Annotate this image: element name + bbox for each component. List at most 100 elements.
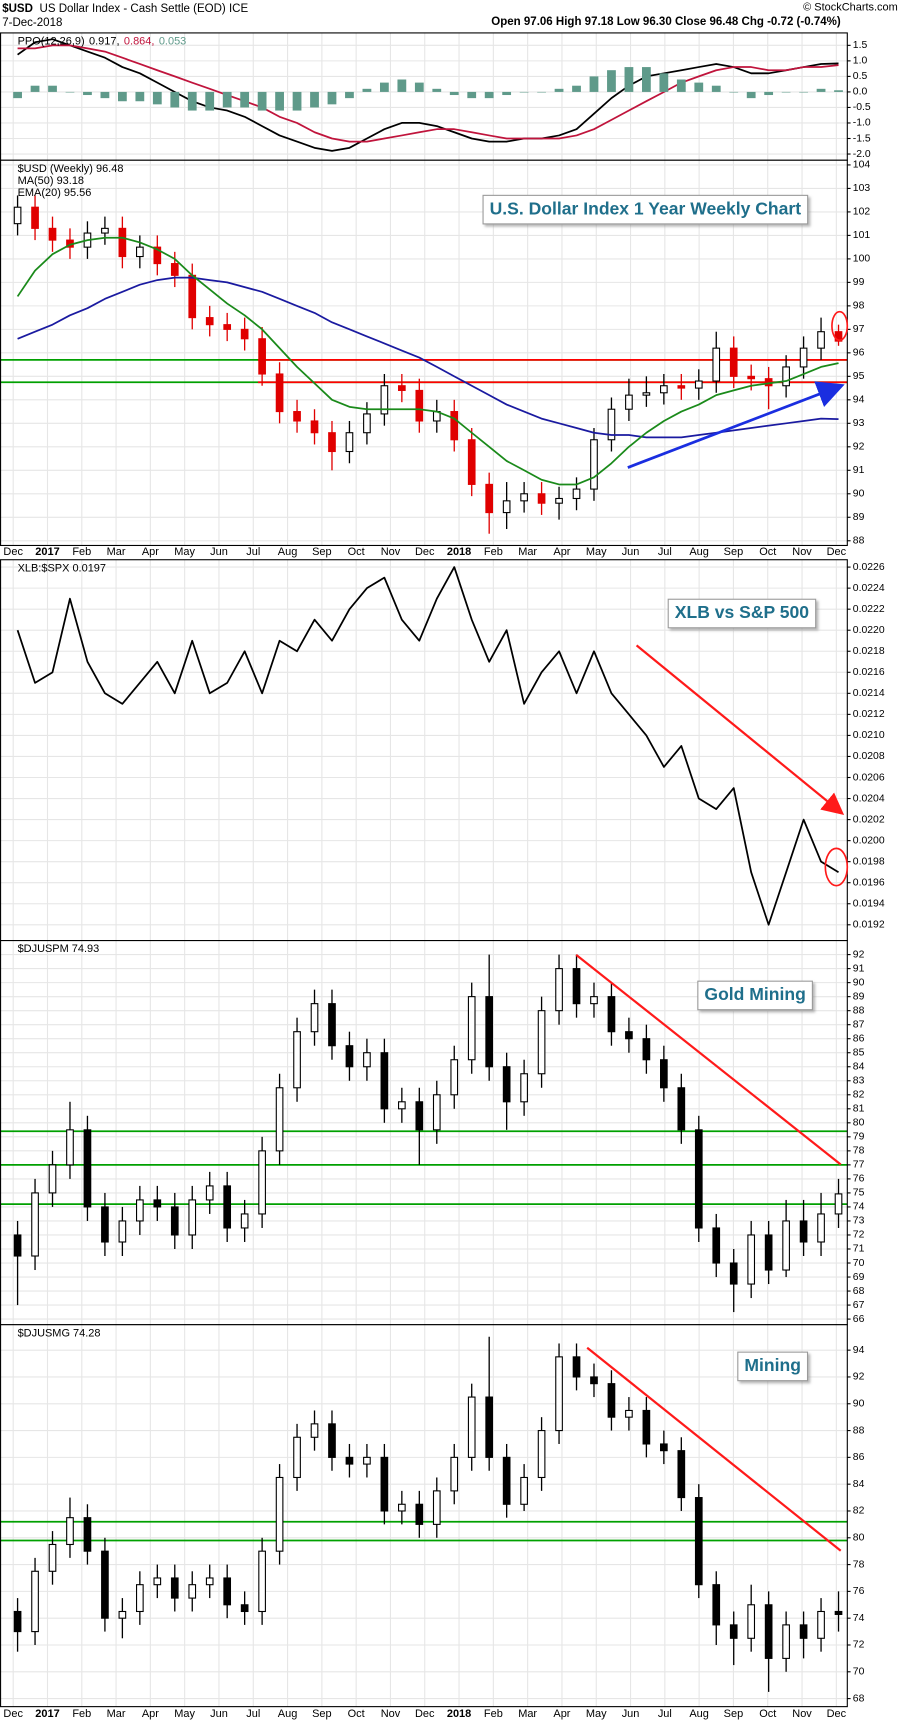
y-tick-label: 72 <box>853 1230 865 1241</box>
y-tick-label: 103 <box>853 183 871 194</box>
candle-body <box>258 1150 266 1215</box>
histogram-bar <box>519 91 529 93</box>
legend-value: 0.917, <box>89 36 119 48</box>
y-tick-label: 78 <box>853 1559 865 1570</box>
x-tick-label: Sep <box>312 1708 332 1720</box>
histogram-bar <box>379 82 389 92</box>
candle-body <box>537 1430 546 1479</box>
candle-body <box>188 274 197 319</box>
histogram-bar <box>729 91 739 93</box>
y-tick-label: 68 <box>853 1693 865 1704</box>
histogram-bar <box>554 88 564 92</box>
y-tick-label: 72 <box>853 1640 865 1651</box>
x-tick-label: Dec <box>3 1708 23 1720</box>
legend-value: 0.053 <box>159 36 186 48</box>
x-tick-label: Jun <box>210 1708 228 1720</box>
annotation-box <box>697 980 813 1011</box>
candle-body <box>590 1376 598 1385</box>
y-tick-label: 76 <box>853 1174 865 1185</box>
x-tick-label: Aug <box>278 1708 298 1720</box>
histogram-bar <box>292 91 302 111</box>
histogram-bar <box>117 91 127 102</box>
trend-line <box>586 1346 842 1552</box>
candle-body <box>170 263 179 276</box>
candle-body <box>398 385 406 391</box>
candle-body <box>153 1577 162 1586</box>
histogram-bar <box>589 76 599 92</box>
histogram-bar <box>676 79 686 92</box>
candle-body <box>398 1503 406 1512</box>
candle-body <box>642 1038 651 1061</box>
candle-body <box>572 488 581 500</box>
annotation: Mining <box>744 1355 801 1375</box>
y-tick-label: 90 <box>853 1399 865 1410</box>
candle-body <box>782 366 790 387</box>
histogram-bar <box>711 85 721 92</box>
line-series <box>16 236 839 486</box>
candle-body <box>467 1396 476 1458</box>
line-series <box>17 38 839 152</box>
x-tick-label: Sep <box>724 546 744 558</box>
x-tick-label: Jun <box>622 1708 640 1720</box>
candle-body <box>31 1192 39 1257</box>
candle-body <box>101 1206 109 1243</box>
y-tick-label: 68 <box>853 1286 865 1297</box>
x-tick-label: May <box>586 546 607 558</box>
candle-body <box>240 1213 249 1229</box>
candle-body <box>555 1356 563 1432</box>
y-tick-label: 104 <box>853 160 871 171</box>
candle-body <box>170 1206 179 1236</box>
candle-body <box>13 1610 22 1633</box>
trend-line <box>575 953 842 1166</box>
y-tick-label: 97 <box>853 324 865 335</box>
x-tick-label: Jul <box>658 546 672 558</box>
histogram-bar <box>834 90 843 92</box>
candle-body <box>380 1456 389 1512</box>
candle-body <box>642 1409 651 1445</box>
candle-body <box>223 1577 232 1606</box>
candle-body <box>293 411 301 422</box>
x-tick-label: Oct <box>759 546 776 558</box>
panel-frame <box>0 159 848 547</box>
candle-body <box>363 1456 371 1465</box>
histogram-bar <box>624 67 634 92</box>
candle-body <box>747 1604 756 1639</box>
y-tick-label: 88 <box>853 1425 865 1436</box>
candle-body <box>694 1497 703 1586</box>
candle-body <box>660 385 668 394</box>
histogram-bar <box>764 91 774 96</box>
x-tick-label: Oct <box>348 1708 365 1720</box>
candle-body <box>467 439 476 485</box>
legend-entry: $USD (Weekly) 96.48 <box>18 163 124 175</box>
candle-body <box>118 1220 127 1243</box>
candle-body <box>625 394 633 410</box>
y-tick-label: 0.0218 <box>853 646 885 657</box>
y-tick-label: 78 <box>853 1146 865 1157</box>
candle-body <box>607 996 616 1033</box>
candle-body <box>66 1517 74 1546</box>
y-tick-label: 1.0 <box>853 56 868 67</box>
candle-body <box>136 246 144 258</box>
y-tick-label: 87 <box>853 1019 865 1030</box>
line-series <box>17 44 839 143</box>
candle-body <box>293 1436 301 1479</box>
candle-body <box>415 1101 424 1131</box>
candle-body <box>607 1383 616 1418</box>
histogram-bar <box>781 91 791 93</box>
annotation: Gold Mining <box>704 984 805 1004</box>
x-tick-label: Apr <box>142 1708 159 1720</box>
x-tick-label: May <box>586 1708 607 1720</box>
candle-body <box>520 493 528 502</box>
x-tick-label: Sep <box>724 1708 744 1720</box>
y-tick-label: 0.0194 <box>853 898 885 909</box>
candle-body <box>83 1517 92 1552</box>
y-tick-label: 95 <box>853 371 865 382</box>
candle-body <box>432 1094 441 1131</box>
histogram-bar <box>100 91 110 99</box>
candle-body <box>345 1045 354 1068</box>
candle-body <box>275 1087 284 1152</box>
y-tick-label: 66 <box>853 1314 865 1325</box>
y-tick-label: 84 <box>853 1479 865 1490</box>
x-tick-label: Dec <box>827 1708 847 1720</box>
y-tick-label: 82 <box>853 1090 865 1101</box>
